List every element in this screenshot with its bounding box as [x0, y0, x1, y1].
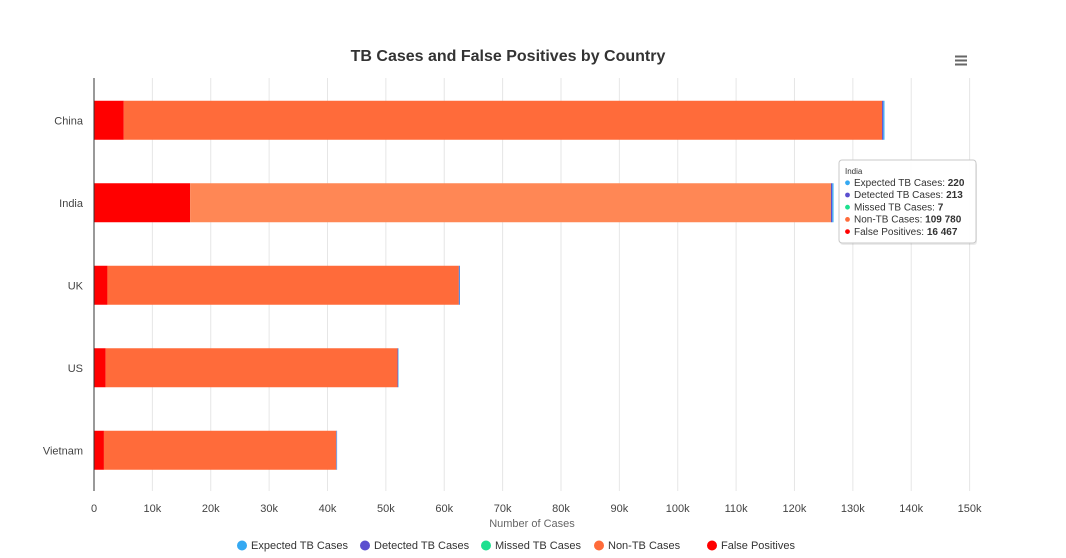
legend-label: Non-TB Cases — [608, 540, 681, 552]
bar-uk-non-tb-cases[interactable] — [107, 265, 459, 305]
tooltip-marker — [845, 229, 850, 235]
tooltip-marker — [845, 180, 850, 186]
bar-china-expected-tb-cases[interactable] — [883, 100, 885, 140]
hamburger-menu-icon[interactable] — [955, 55, 967, 66]
tooltip-marker — [845, 204, 850, 210]
y-category-label: Vietnam — [43, 445, 83, 457]
x-tick-label: 60k — [435, 503, 453, 515]
bar-us-false-positives[interactable] — [94, 348, 106, 388]
bar-india-expected-tb-cases[interactable] — [832, 183, 834, 223]
x-tick-label: 110k — [725, 503, 749, 515]
bar-vietnam-non-tb-cases[interactable] — [103, 430, 337, 470]
x-tick-label: 130k — [841, 503, 865, 515]
legend-marker — [707, 540, 717, 551]
x-tick-label: 10k — [143, 503, 161, 515]
x-tick-label: 50k — [377, 503, 395, 515]
tooltip-line-false-positives: False Positives: 16 467 — [854, 227, 958, 238]
bar-uk-detected-tb-cases[interactable] — [458, 265, 460, 305]
bar-china-detected-tb-cases[interactable] — [882, 100, 884, 140]
legend-label: Expected TB Cases — [251, 540, 349, 552]
legend-item-false-positives[interactable]: False Positives — [707, 540, 795, 552]
x-axis-title: Number of Cases — [489, 518, 575, 530]
tooltip-title: India — [845, 167, 863, 176]
legend-item-missed-tb-cases[interactable]: Missed TB Cases — [481, 540, 581, 552]
tooltip-box — [838, 159, 977, 244]
tooltip-line-non-tb-cases: Non-TB Cases: 109 780 — [854, 215, 962, 226]
y-category-label: UK — [68, 280, 84, 292]
y-category-label: US — [68, 363, 83, 375]
bar-uk-expected-tb-cases[interactable] — [459, 265, 460, 305]
x-tick-label: 90k — [610, 503, 628, 515]
legend-item-expected-tb-cases[interactable]: Expected TB Cases — [237, 540, 349, 552]
x-tick-label: 140k — [899, 503, 923, 515]
x-tick-label: 40k — [319, 503, 337, 515]
bar-us-non-tb-cases[interactable] — [105, 348, 398, 388]
bar-china-false-positives[interactable] — [94, 100, 124, 140]
axes: 0 10k 20k 30k 40k 50k 60k 70k 80k 90k 100k 110k 120k… — [43, 78, 982, 515]
legend-label: False Positives — [721, 540, 795, 552]
x-tick-label: 80k — [552, 503, 570, 515]
chart-title: TB Cases and False Positives by Country — [351, 48, 666, 65]
x-tick-label: 20k — [202, 503, 220, 515]
legend-label: Detected TB Cases — [374, 540, 470, 552]
legend: Expected TB Cases Detected TB Cases Missed… — [237, 540, 795, 552]
bar-india-detected-tb-cases[interactable] — [830, 183, 833, 223]
legend-marker — [360, 540, 370, 551]
bar-china-non-tb-cases[interactable] — [123, 100, 883, 140]
legend-marker — [237, 540, 247, 551]
tooltip-marker — [845, 192, 850, 198]
y-category-label: India — [59, 198, 84, 210]
bars — [94, 100, 885, 470]
tooltip-line-detected-tb-cases: Detected TB Cases: 213 — [854, 190, 963, 201]
x-tick-label: 30k — [260, 503, 278, 515]
legend-marker — [594, 540, 604, 551]
bar-india-non-tb-cases[interactable] — [190, 183, 831, 223]
x-tick-label: 120k — [783, 503, 807, 515]
bar-india-false-positives[interactable] — [94, 183, 191, 223]
y-category-label: China — [54, 115, 84, 127]
x-tick-label: 70k — [494, 503, 512, 515]
legend-item-non-tb-cases[interactable]: Non-TB Cases — [594, 540, 681, 552]
legend-item-detected-tb-cases[interactable]: Detected TB Cases — [360, 540, 470, 552]
legend-label: Missed TB Cases — [495, 540, 581, 552]
x-tick-label: 150k — [958, 503, 982, 515]
tooltip-marker — [845, 217, 850, 222]
tooltip-line-expected-tb-cases: Expected TB Cases: 220 — [854, 178, 965, 189]
bar-uk-false-positives[interactable] — [94, 265, 108, 305]
x-tick-label: 0 — [91, 503, 97, 515]
chart-menu-button[interactable] — [950, 50, 972, 70]
tooltip-line-missed-tb-cases: Missed TB Cases: 7 — [854, 202, 944, 213]
x-tick-label: 100k — [666, 503, 690, 515]
bar-vietnam-false-positives[interactable] — [94, 430, 104, 470]
legend-marker — [481, 540, 491, 551]
